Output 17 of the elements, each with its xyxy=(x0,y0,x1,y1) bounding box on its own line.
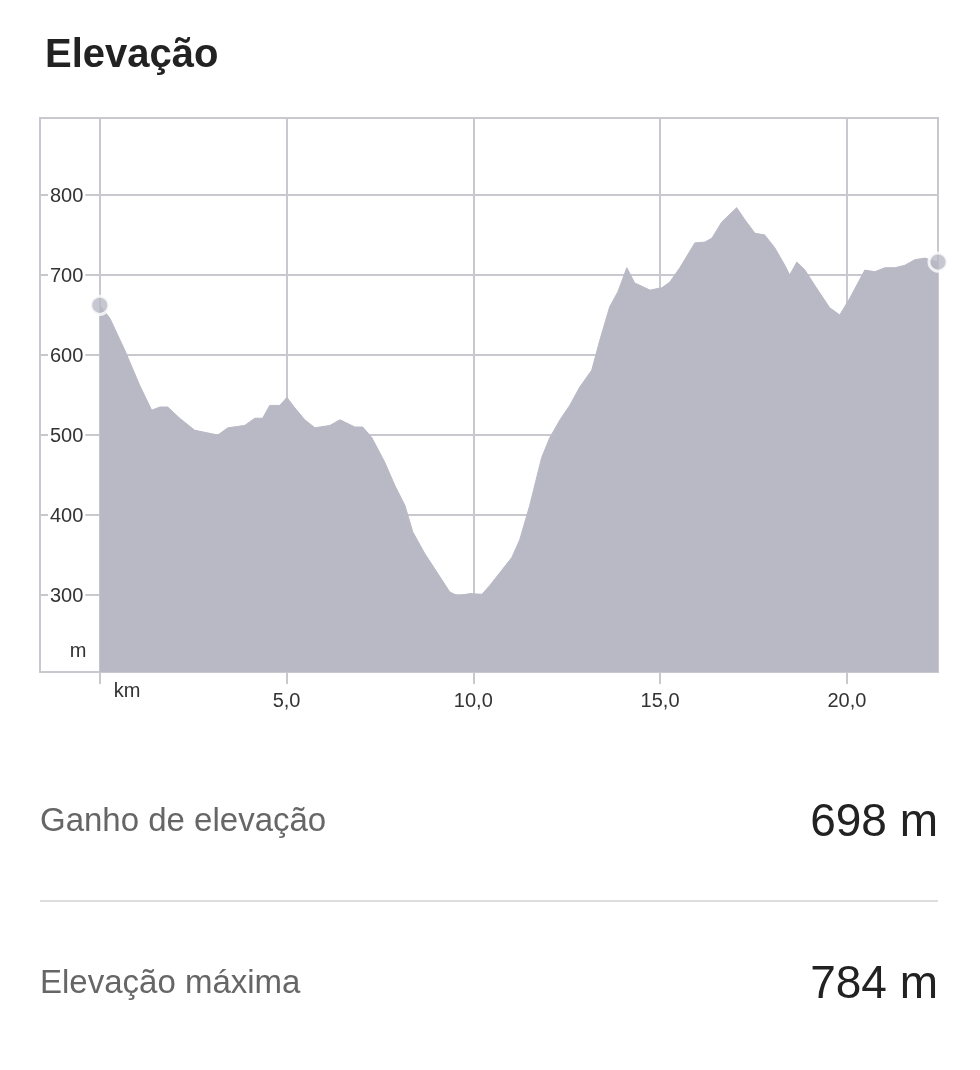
chart-title: Elevação xyxy=(45,31,219,75)
x-tick-label: 15,0 xyxy=(640,689,680,711)
y-tick-label: 600 xyxy=(50,343,84,366)
x-tick-label: 5,0 xyxy=(272,689,301,711)
y-tick-label: 300 xyxy=(50,584,84,607)
text: 784 m xyxy=(810,955,938,1009)
y-tick-label: 800 xyxy=(50,183,84,206)
y-tick-label: 400 xyxy=(50,504,84,527)
y-tick-label: 500 xyxy=(50,424,84,447)
y-tick-label: 700 xyxy=(50,263,84,286)
x-tick-label: 10,0 xyxy=(453,689,493,711)
text: 698 m xyxy=(810,793,938,847)
text: Ganho de elevação xyxy=(40,801,327,839)
x-axis-title: km xyxy=(113,679,141,701)
y-axis-title: m xyxy=(69,639,87,661)
x-tick-label: 20,0 xyxy=(827,689,867,711)
text: Elevação máxima xyxy=(40,963,301,1001)
